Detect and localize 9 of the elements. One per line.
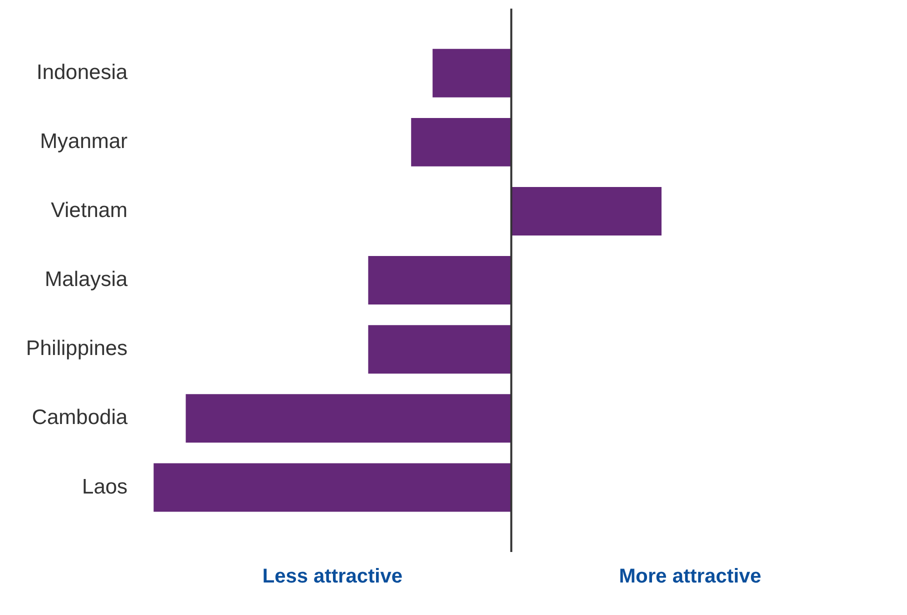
y-tick-label: Indonesia bbox=[36, 60, 128, 84]
y-tick-label: Myanmar bbox=[40, 130, 128, 153]
y-tick-label: Vietnam bbox=[50, 199, 128, 222]
y-tick-label: Malaysia bbox=[44, 268, 128, 292]
y-tick-label: Philippines bbox=[26, 337, 128, 360]
text: Less attractive bbox=[262, 566, 402, 588]
y-tick-label: Laos bbox=[82, 475, 128, 498]
text: More attractive bbox=[619, 566, 762, 588]
y-tick-label: Cambodia bbox=[32, 406, 128, 430]
